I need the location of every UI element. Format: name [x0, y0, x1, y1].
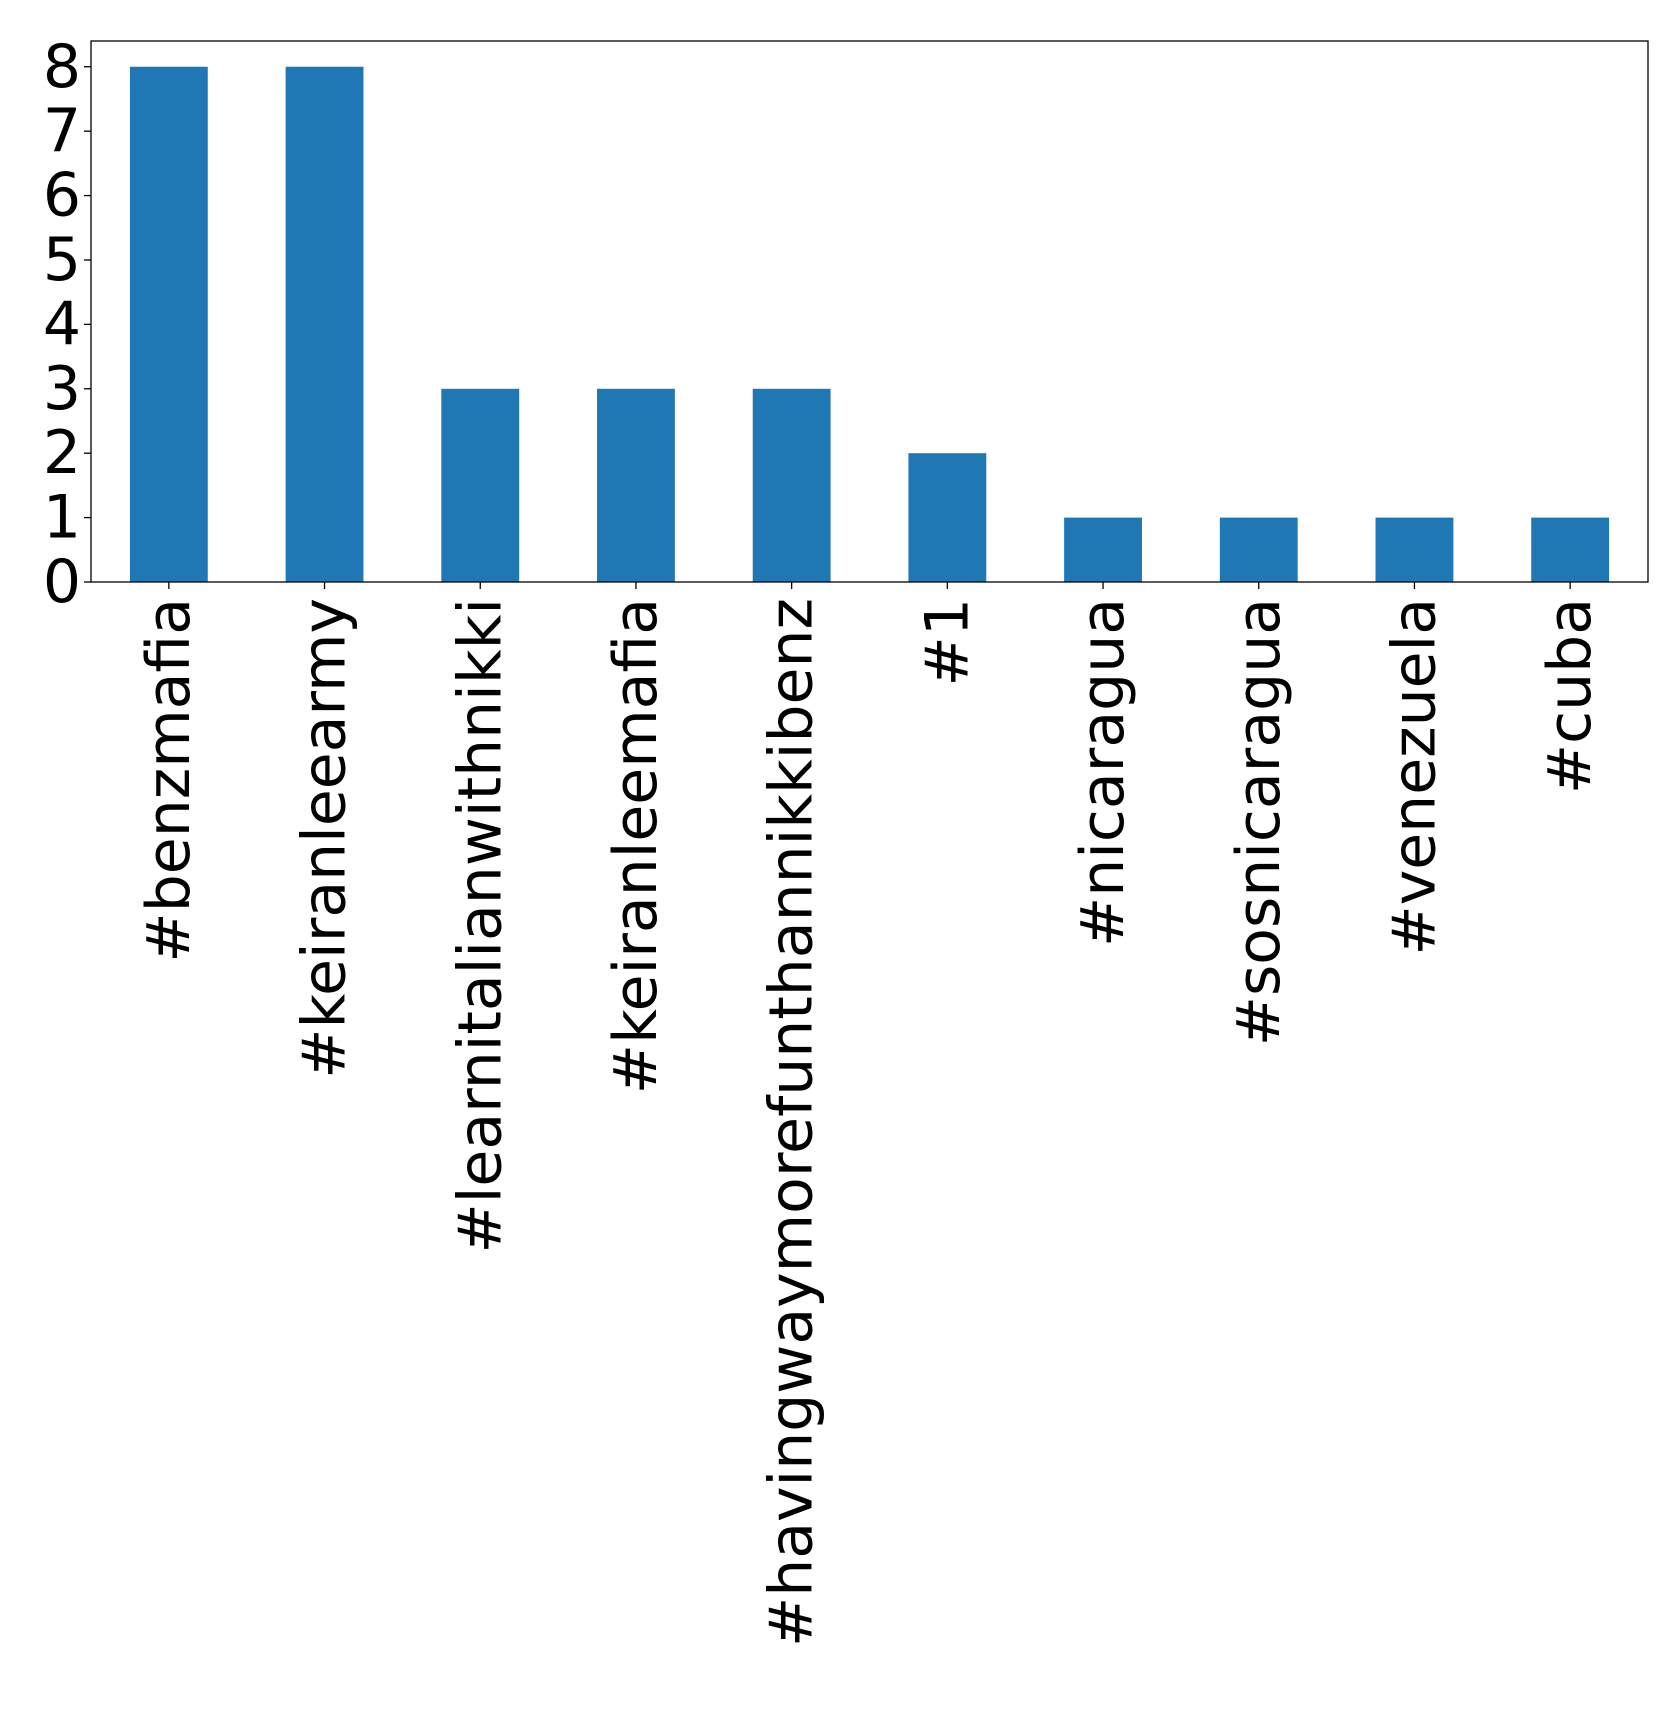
x-tick-label: #sosnicaragua — [1224, 598, 1294, 1046]
bar-4 — [752, 388, 831, 582]
y-tick-label: 5 — [43, 225, 81, 295]
bar-6 — [1064, 517, 1142, 582]
x-tick-label: #cuba — [1535, 598, 1605, 794]
y-tick-label: 8 — [43, 32, 81, 102]
y-tick-label: 3 — [43, 354, 81, 424]
bar-9 — [1531, 517, 1610, 582]
y-tick-label: 1 — [43, 483, 81, 553]
y-tick-label: 0 — [43, 547, 81, 617]
bar-5 — [908, 453, 987, 582]
y-tick-label: 6 — [43, 161, 81, 231]
x-axis: #benzmafia #keiranleearmy #learnitalianwit… — [134, 582, 1605, 1647]
y-tick-label: 2 — [43, 418, 81, 488]
bar-8 — [1375, 517, 1454, 582]
bar-7 — [1219, 517, 1298, 582]
y-tick-label: 7 — [43, 96, 81, 166]
x-tick-label: #1 — [912, 598, 982, 686]
x-tick-label: #keiranleemafia — [601, 598, 671, 1094]
plot-frame — [90, 40, 1649, 583]
x-tick-label: #venezuela — [1379, 598, 1449, 956]
x-tick-label: #nicaragua — [1068, 598, 1138, 947]
bars-group — [129, 66, 1610, 582]
x-tick-label: #learnitalianwithnikki — [445, 598, 515, 1254]
bar-1 — [285, 66, 364, 582]
bar-3 — [597, 388, 675, 582]
x-tick-label: #keiranleearmy — [290, 598, 360, 1079]
bar-0 — [129, 66, 208, 582]
x-tick-label: #benzmafia — [134, 598, 204, 963]
x-tick-label: #havingwaymorefunthannikkibenz — [757, 598, 827, 1647]
y-tick-label: 4 — [43, 289, 81, 359]
bar-2 — [441, 388, 520, 582]
